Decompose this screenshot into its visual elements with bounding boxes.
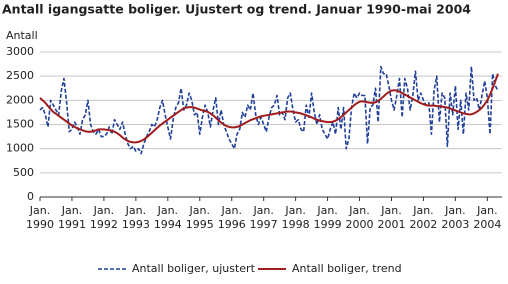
x-tick-label: Jan. 2003 <box>441 204 469 231</box>
x-tick-label: Jan. 2004 <box>473 204 501 231</box>
y-tick-label: 3000 <box>6 45 34 58</box>
x-tick-label: Jan. 1997 <box>250 204 278 231</box>
x-tick-label: Jan. 1991 <box>58 204 86 231</box>
x-tick-label: Jan. 1990 <box>26 204 54 231</box>
x-tick-label: Jan. 1999 <box>314 204 342 231</box>
x-tick-label: Jan. 1995 <box>186 204 214 231</box>
line-series <box>39 65 499 155</box>
legend-label: Antall boliger, trend <box>292 262 402 275</box>
x-tick-label: Jan. 2001 <box>377 204 405 231</box>
y-tick-label: 2500 <box>6 69 34 82</box>
x-tick-label: Jan. 1996 <box>218 204 246 231</box>
legend-label: Antall boliger, ujustert <box>132 262 256 275</box>
x-tick-label: Jan. 1993 <box>122 204 150 231</box>
y-tick-label: 1500 <box>6 118 34 131</box>
y-tick-label: 1000 <box>6 142 34 155</box>
x-tick-label: Jan. 1998 <box>282 204 310 231</box>
y-tick-label: 0 <box>27 190 34 203</box>
y-axis-label: Antall <box>6 29 38 42</box>
y-tick-label: 500 <box>13 166 34 179</box>
y-tick-label: 2000 <box>6 93 34 106</box>
x-tick-label: Jan. 2000 <box>346 204 374 231</box>
x-tick-label: Jan. 1994 <box>154 204 182 231</box>
x-tick-label: Jan. 1992 <box>90 204 118 231</box>
line-series <box>39 73 499 144</box>
x-tick-label: Jan. 2002 <box>409 204 437 231</box>
chart-title: Antall igangsatte boliger. Ujustert og t… <box>2 2 471 17</box>
